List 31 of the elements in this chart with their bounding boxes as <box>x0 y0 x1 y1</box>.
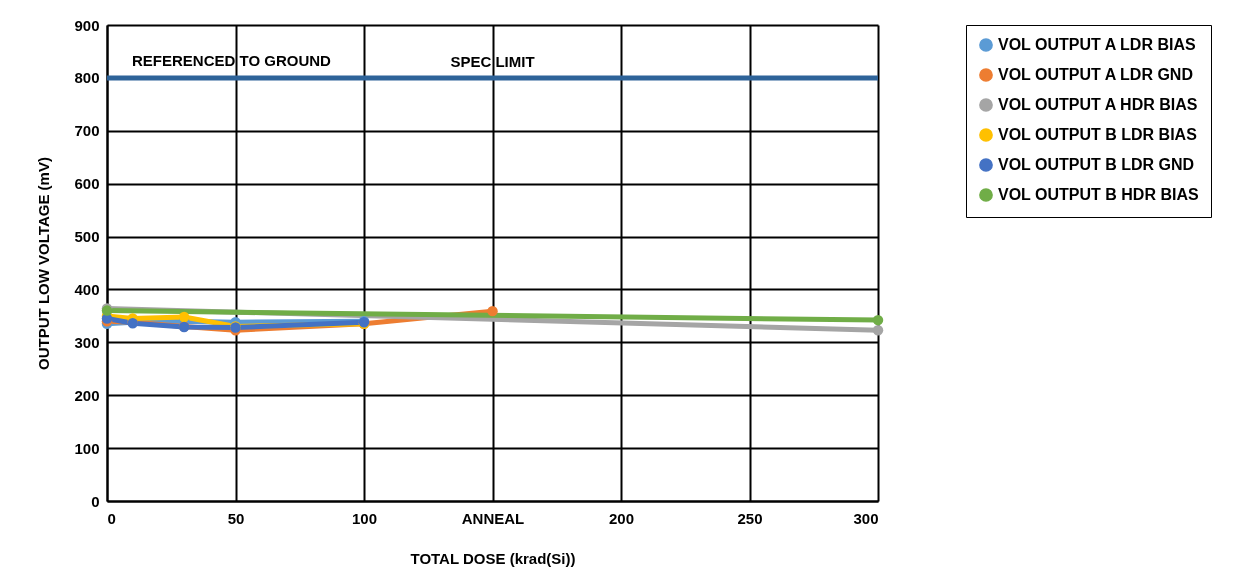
x-tick-label: 100 <box>351 509 378 527</box>
x-tick-label: 250 <box>737 509 763 527</box>
x-axis-title: TOTAL DOSE (krad(Si)) <box>410 549 576 567</box>
y-tick-label: 800 <box>74 69 100 87</box>
y-tick-label: 200 <box>74 386 100 404</box>
y-tick-label: 500 <box>74 228 100 246</box>
ref-line-label: SPEC LIMIT <box>450 52 535 70</box>
y-tick-label: 300 <box>74 333 100 351</box>
x-tick-label: ANNEAL <box>461 509 525 527</box>
annotation: REFERENCED TO GROUND <box>132 52 332 69</box>
y-tick-label: 0 <box>91 492 100 510</box>
x-tick-label: 0 <box>107 509 116 527</box>
point <box>487 305 498 317</box>
y-tick-label: 900 <box>74 16 100 34</box>
legend-label: VOL OUTPUT A HDR BIAS <box>998 96 1198 113</box>
point <box>178 311 190 323</box>
legend-label: VOL OUTPUT A LDR BIAS <box>998 36 1196 53</box>
y-tick-label: 600 <box>74 175 100 193</box>
legend-label: VOL OUTPUT B HDR BIAS <box>998 186 1199 203</box>
point <box>872 324 884 336</box>
legend-label: VOL OUTPUT A LDR GND <box>998 66 1193 83</box>
legend-label: VOL OUTPUT B LDR GND <box>998 156 1195 173</box>
x-tick-label: 50 <box>227 509 245 527</box>
x-tick-label: 300 <box>853 509 879 527</box>
y-tick-label: 400 <box>74 280 100 298</box>
x-tick-label: 200 <box>608 509 635 527</box>
y-tick-label: 100 <box>74 439 100 457</box>
y-tick-label: 700 <box>74 122 100 140</box>
point <box>872 314 884 326</box>
legend-label: VOL OUTPUT B LDR BIAS <box>998 126 1198 143</box>
y-axis-title: OUTPUT LOW VOLTAGE (mV) <box>35 157 53 370</box>
